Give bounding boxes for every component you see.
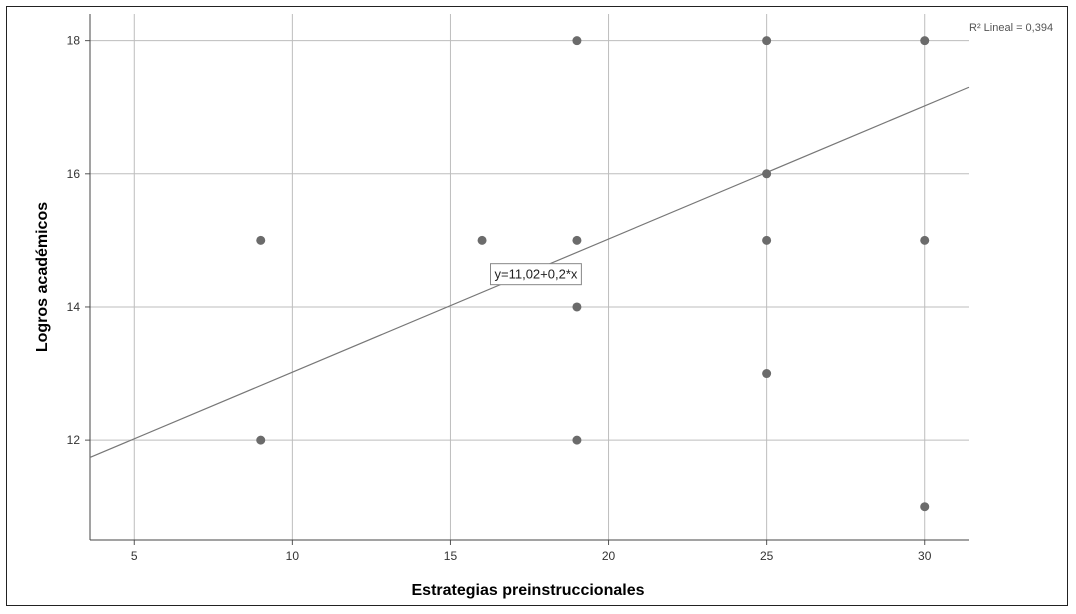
fit-equation: y=11,02+0,2*x xyxy=(495,267,578,282)
data-point xyxy=(477,235,487,245)
x-axis-title: Estrategias preinstruccionales xyxy=(412,582,645,599)
grid-lines xyxy=(85,14,969,545)
x-tick-label: 30 xyxy=(918,549,932,563)
x-tick-label: 20 xyxy=(602,549,616,563)
x-tick-label: 25 xyxy=(760,549,774,563)
x-tick-label: 10 xyxy=(286,549,300,563)
data-point xyxy=(762,369,772,379)
x-tick-label: 5 xyxy=(131,549,138,563)
data-point xyxy=(572,235,582,245)
chart-frame xyxy=(6,6,1068,606)
data-point xyxy=(920,502,930,512)
equation-label: y=11,02+0,2*x xyxy=(490,263,582,286)
data-point xyxy=(572,302,582,312)
x-tick-label: 15 xyxy=(444,549,458,563)
y-tick-label: 18 xyxy=(67,34,81,48)
data-point xyxy=(920,36,930,46)
data-point xyxy=(256,235,266,245)
y-tick-label: 14 xyxy=(67,300,81,314)
data-point xyxy=(572,435,582,445)
tick-labels: 5 10 15 20 25 30 12 14 16 18 xyxy=(67,34,932,563)
y-tick-label: 12 xyxy=(67,433,81,447)
r2-label: R² Lineal = 0,394 xyxy=(969,22,1053,34)
data-point xyxy=(762,169,772,179)
data-point xyxy=(762,235,772,245)
y-tick-label: 16 xyxy=(67,167,81,181)
y-axis-title: Logros académicos xyxy=(34,202,51,352)
data-point xyxy=(256,435,266,445)
data-point xyxy=(572,36,582,46)
axes xyxy=(89,14,969,541)
data-point xyxy=(920,235,930,245)
data-point xyxy=(762,36,772,46)
data-points xyxy=(256,36,930,512)
